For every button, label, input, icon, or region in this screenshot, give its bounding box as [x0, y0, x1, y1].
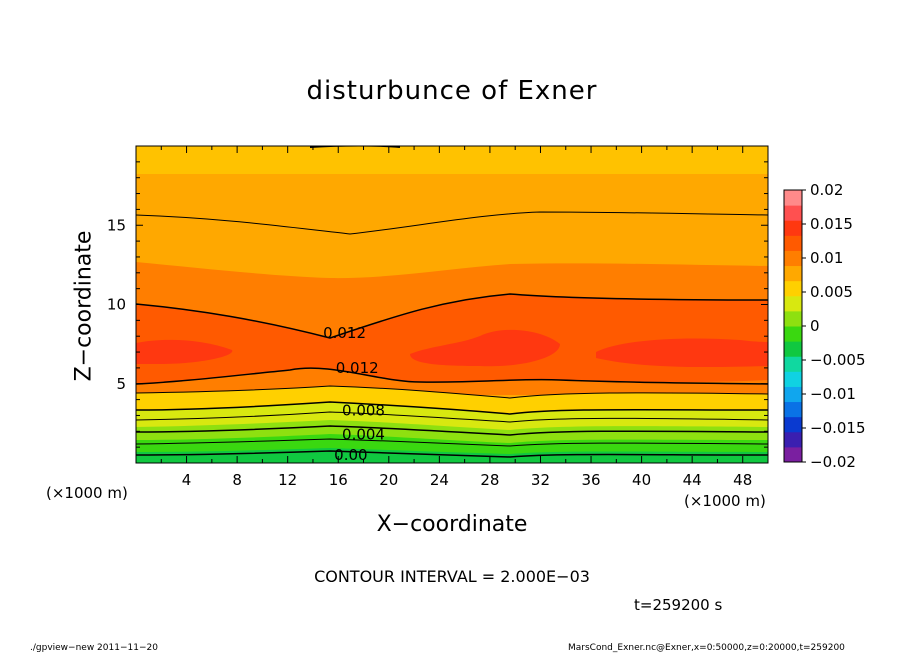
colorbar-segment — [784, 431, 802, 448]
x-axis-ticks: 4 8 12 16 20 24 28 32 36 40 44 48 — [160, 146, 752, 489]
colorbar-segment — [784, 326, 802, 342]
x-tick-label: 20 — [379, 471, 398, 489]
colorbar-segment — [784, 190, 802, 206]
colorbar-tick-label: 0.01 — [810, 249, 843, 267]
x-tick-label: 8 — [232, 471, 242, 489]
colorbar-segment — [784, 371, 802, 387]
contour-line-0.004 — [136, 425, 768, 436]
band-0.016-c — [596, 338, 768, 368]
colorbar-segment — [784, 280, 802, 297]
chart-title: disturbunce of Exner — [306, 76, 598, 106]
contour-label: 0.012 — [323, 324, 366, 342]
y-axis-ticks: 5 10 15 — [107, 161, 768, 448]
contour-label: 0.008 — [342, 402, 385, 420]
y-tick-label: 5 — [116, 375, 126, 393]
x-unit-left: (×1000 m) — [46, 484, 128, 502]
y-tick-label: 10 — [107, 296, 126, 314]
colorbar-tick-label: 0 — [810, 317, 820, 335]
colorbar-tick-label: 0.02 — [810, 181, 843, 199]
y-tick-label: 15 — [107, 216, 126, 234]
colorbar-segment — [784, 341, 802, 357]
colorbar-segment — [784, 205, 802, 221]
contour-label: 0.012 — [336, 359, 379, 377]
x-tick-label: 36 — [581, 471, 600, 489]
contour-lines — [136, 146, 768, 458]
colorbar-segment — [784, 310, 802, 327]
x-tick-label: 40 — [632, 471, 651, 489]
colorbar-segment — [784, 446, 802, 463]
filled-contour-bands — [136, 146, 768, 463]
contour-line-0.010 — [136, 385, 768, 399]
x-tick-label: 44 — [683, 471, 702, 489]
colorbar-tick-label: −0.015 — [810, 419, 866, 437]
footer-left: ./gpview−new 2011−11−20 — [30, 643, 158, 653]
colorbar-segment — [784, 416, 802, 433]
colorbar-tick-label: −0.02 — [810, 453, 856, 471]
colorbar-tick-label: 0.005 — [810, 283, 853, 301]
colorbar-tick-label: −0.01 — [810, 385, 856, 403]
colorbar-segment — [784, 250, 802, 267]
contour-line-0.000 — [136, 450, 768, 458]
band-0.016-a — [136, 339, 233, 364]
contour-line-0.006 — [136, 411, 768, 423]
colorbar-tick-label: 0.015 — [810, 215, 853, 233]
colorbar: 0.02 0.015 0.01 0.005 0 −0.005 −0.01 −0.015 −0.0… — [783, 181, 866, 471]
colorbar-segment — [784, 220, 802, 236]
contour-labels: 0.012 0.012 0.008 0.004 0.00 — [323, 324, 385, 464]
colorbar-segment — [784, 401, 802, 418]
x-tick-label: 4 — [182, 471, 192, 489]
contour-label: 0.004 — [342, 425, 385, 443]
x-tick-label: 16 — [329, 471, 348, 489]
footer-right: MarsCond_Exner.nc@Exner,x=0:50000,z=0:20… — [568, 643, 845, 653]
x-tick-label: 12 — [278, 471, 297, 489]
colorbar-segment — [784, 235, 802, 251]
x-tick-label: 24 — [430, 471, 449, 489]
colorbar-tick-label: −0.005 — [810, 351, 866, 369]
x-axis-label: X−coordinate — [376, 512, 528, 537]
colorbar-segment — [784, 295, 802, 312]
colorbar-segment — [784, 356, 802, 372]
contour-line-0.008 — [136, 401, 768, 415]
colorbar-segment — [784, 386, 802, 403]
time-stamp: t=259200 s — [634, 596, 723, 614]
band-0.014 — [136, 294, 768, 384]
band-top-light — [136, 146, 768, 174]
colorbar-segment — [784, 265, 802, 282]
band-0.016-b — [410, 329, 560, 367]
contour-line-0.012-upper — [136, 293, 768, 339]
x-tick-label: 32 — [531, 471, 550, 489]
x-tick-label: 28 — [480, 471, 499, 489]
contour-label: 0.00 — [334, 446, 367, 464]
x-tick-label: 48 — [733, 471, 752, 489]
contour-line-upper — [136, 211, 768, 235]
contour-line-0.002 — [136, 438, 768, 447]
contour-line-0.012-lower — [136, 367, 768, 385]
x-unit-right: (×1000 m) — [684, 492, 766, 510]
contour-interval: CONTOUR INTERVAL = 2.000E−03 — [314, 567, 590, 586]
